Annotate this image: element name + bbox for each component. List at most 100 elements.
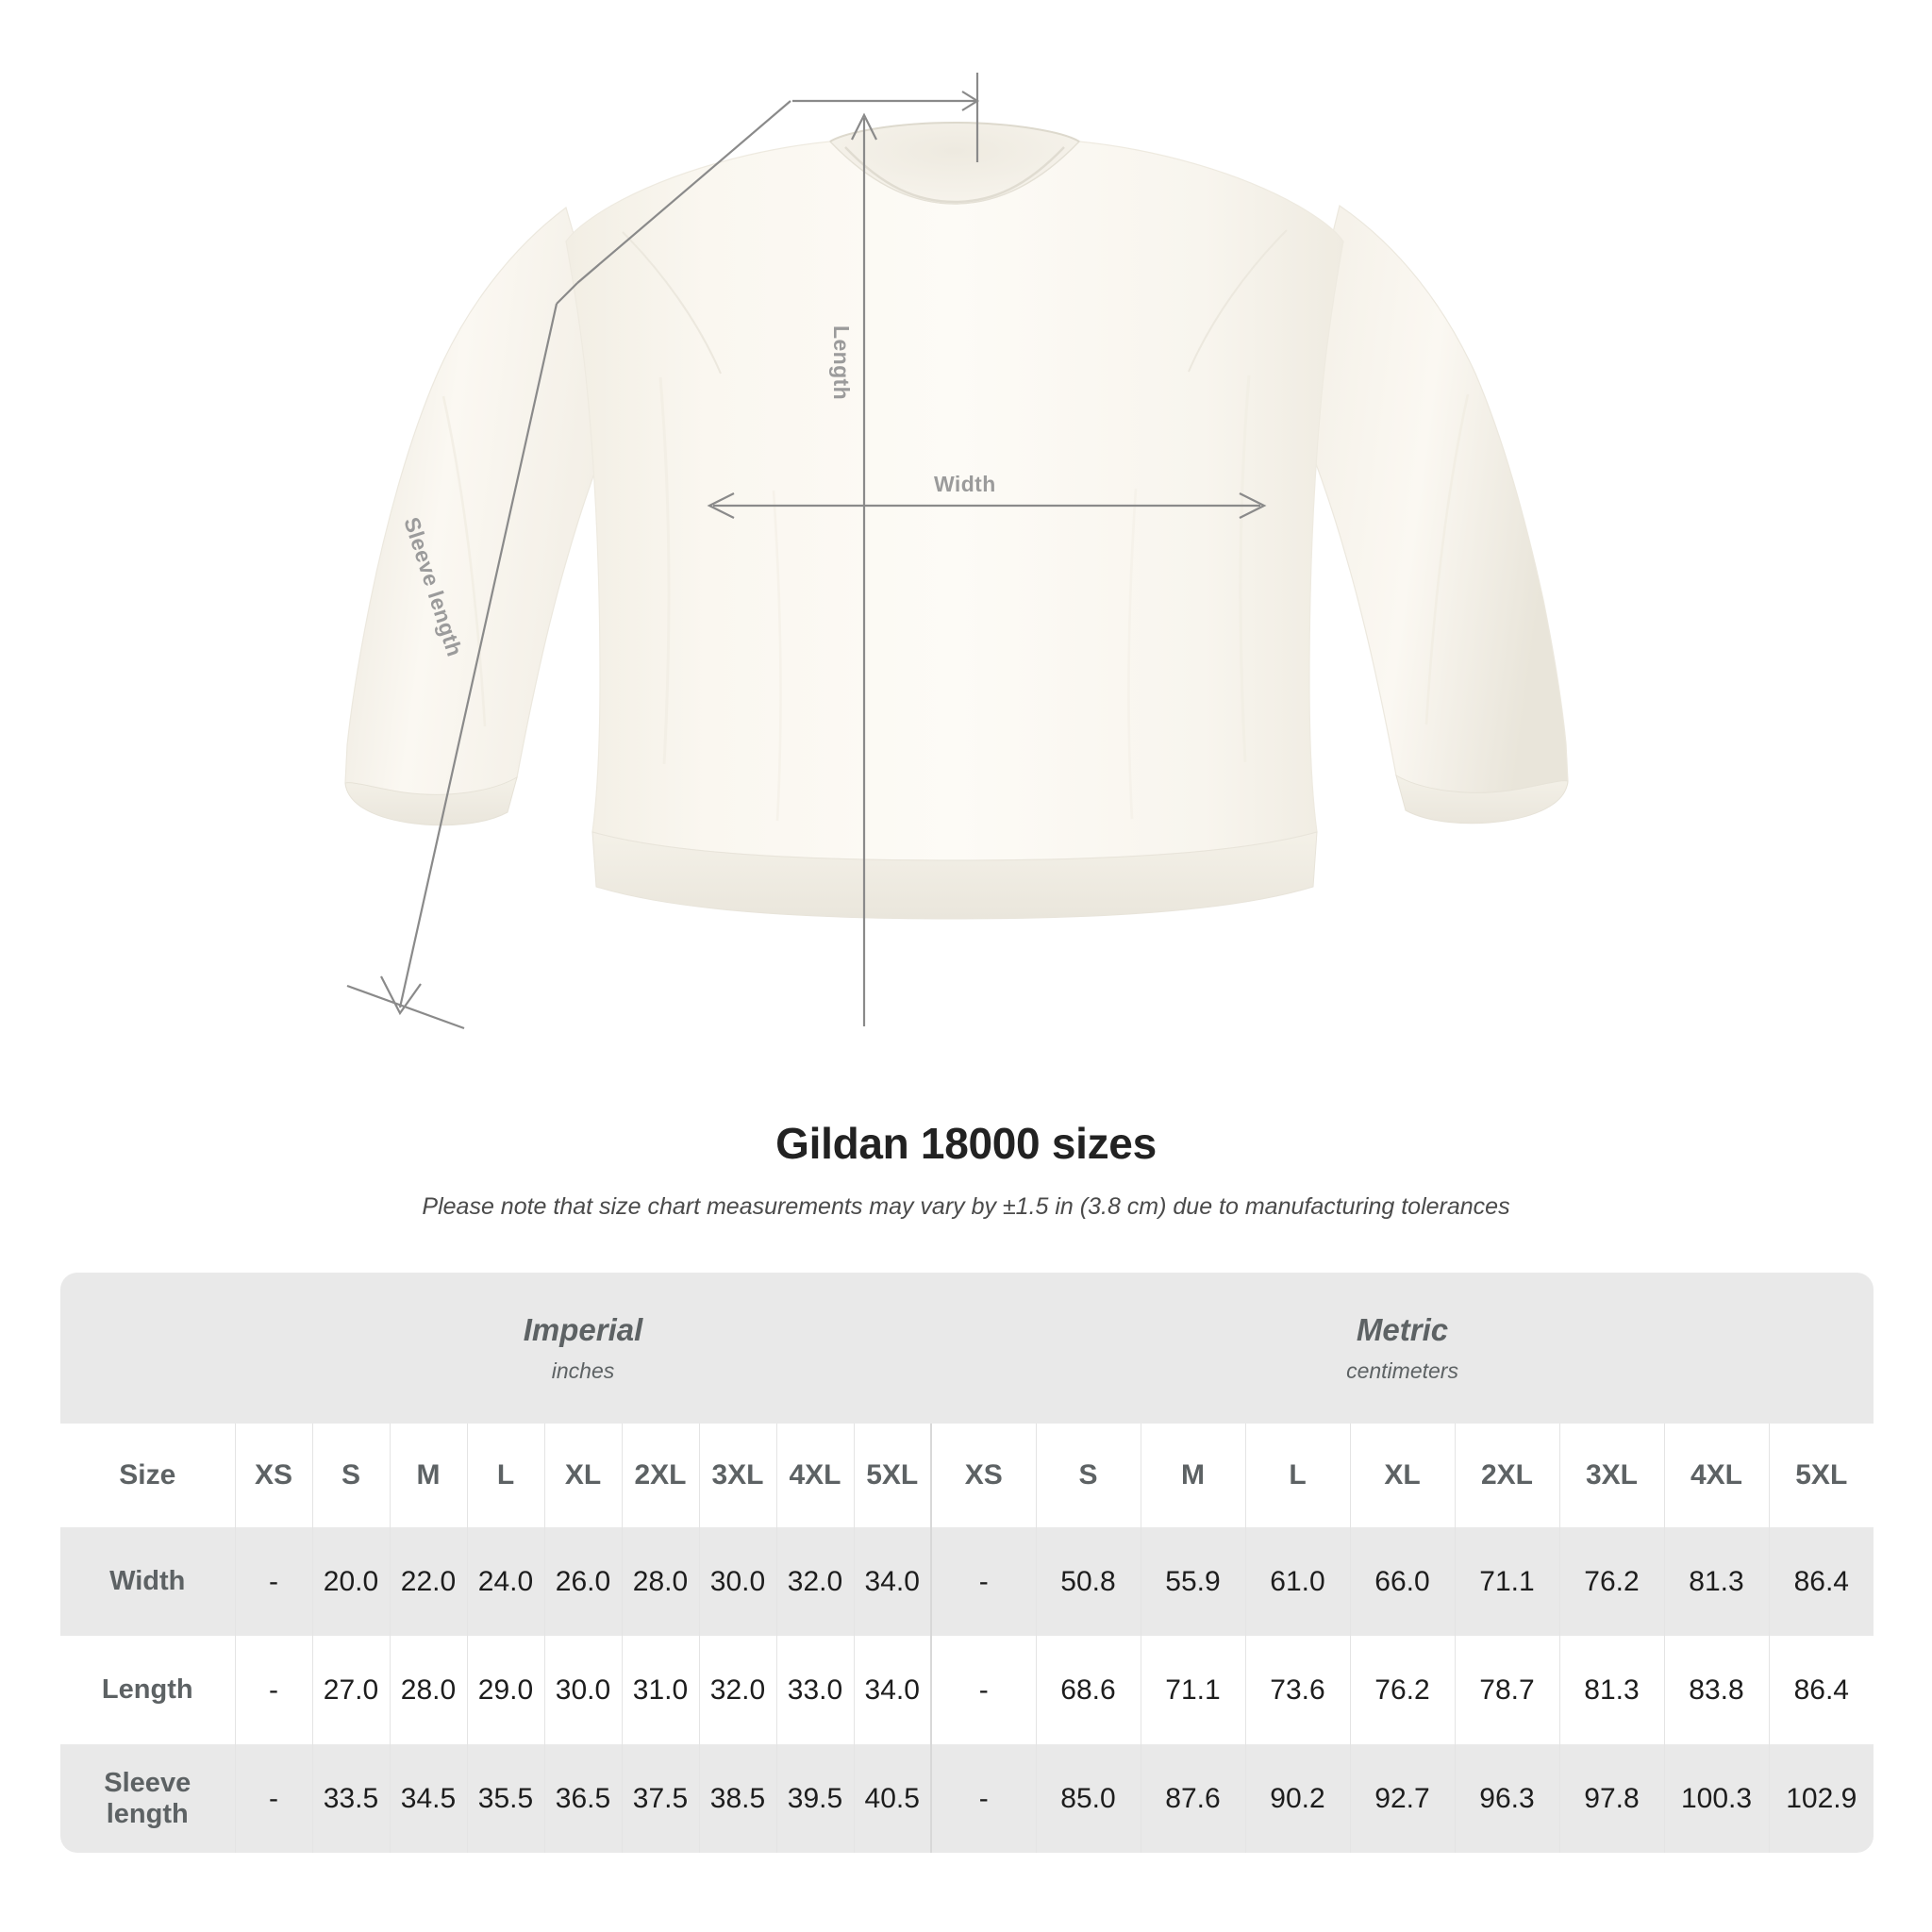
cell-sleeve-imperial-s: 33.5 [311,1744,390,1853]
cell-length-metric-5xl: 86.4 [1768,1636,1874,1744]
cell-sleeve-metric-xl: 92.7 [1349,1744,1455,1853]
cell-width-imperial-5xl: 34.0 [853,1527,931,1636]
cell-sleeve-metric-l: 90.2 [1244,1744,1350,1853]
cell-width-imperial-4xl: 32.0 [775,1527,854,1636]
cell-width-imperial-xl: 26.0 [543,1527,622,1636]
cell-sleeve-metric-5xl: 102.9 [1768,1744,1874,1853]
cell-length-metric-s: 68.6 [1035,1636,1141,1744]
cell-length-imperial-2xl: 31.0 [621,1636,699,1744]
sweatshirt-graphic [344,121,1569,920]
cell-sleeve-imperial-l: 35.5 [466,1744,544,1853]
unit-name-metric: Metric [1356,1311,1449,1347]
cell-width-imperial-m: 22.0 [389,1527,467,1636]
table-row-length: Length - 27.0 28.0 29.0 30.0 31.0 32.0 3… [60,1636,1874,1744]
garment-illustration [344,73,1569,1030]
cell-sleeve-metric-s: 85.0 [1035,1744,1141,1853]
cell-length-imperial-m: 28.0 [389,1636,467,1744]
measurement-annotations [346,73,1267,1030]
page-title: Gildan 18000 sizes [775,1119,1157,1168]
size-header-metric-xl: XL [1349,1424,1455,1527]
size-header-metric-4xl: 4XL [1663,1424,1769,1527]
cell-width-metric-2xl: 71.1 [1454,1527,1559,1636]
cell-length-imperial-l: 29.0 [466,1636,544,1744]
cell-width-imperial-l: 24.0 [466,1527,544,1636]
cell-width-imperial-3xl: 30.0 [698,1527,776,1636]
row-label-sleeve-length: Sleeve length [60,1744,235,1853]
cell-width-metric-l: 61.0 [1244,1527,1350,1636]
size-header-imperial-4xl: 4XL [775,1424,854,1527]
cell-width-imperial-2xl: 28.0 [621,1527,699,1636]
unit-sub-metric: centimeters [1346,1358,1458,1384]
table-row-width: Width - 20.0 22.0 24.0 26.0 28.0 30.0 32… [60,1527,1874,1636]
shoulder-leader-arrow [792,73,980,162]
cell-sleeve-metric-m: 87.6 [1140,1744,1245,1853]
cell-width-metric-xs: - [930,1527,1036,1636]
size-header-metric-xs: XS [930,1424,1036,1527]
cell-length-metric-l: 73.6 [1244,1636,1350,1744]
cell-sleeve-imperial-5xl: 40.5 [853,1744,931,1853]
cell-width-metric-s: 50.8 [1035,1527,1141,1636]
size-table: Imperial inches Metric centimeters Size … [60,1273,1874,1853]
size-header-metric-2xl: 2XL [1454,1424,1559,1527]
cell-sleeve-metric-2xl: 96.3 [1454,1744,1559,1853]
size-header-metric-s: S [1035,1424,1141,1527]
size-header-imperial-2xl: 2XL [621,1424,699,1527]
sleeve-length-dimension-line [346,100,791,1030]
width-dimension-line [707,492,1267,519]
size-header-imperial-xl: XL [543,1424,622,1527]
title-block: Gildan 18000 sizes Please note that size… [0,1118,1932,1221]
cell-width-imperial-s: 20.0 [311,1527,390,1636]
cell-sleeve-metric-4xl: 100.3 [1663,1744,1769,1853]
cell-width-metric-3xl: 76.2 [1558,1527,1664,1636]
cell-width-metric-5xl: 86.4 [1768,1527,1874,1636]
unit-header-row: Imperial inches Metric centimeters [60,1273,1874,1424]
row-label-length: Length [60,1636,235,1744]
unit-header-metric: Metric centimeters [931,1273,1874,1424]
cell-sleeve-metric-3xl: 97.8 [1558,1744,1664,1853]
length-dimension-label: Length [829,325,854,401]
cell-sleeve-imperial-m: 34.5 [389,1744,467,1853]
row-label-width: Width [60,1527,235,1636]
size-header-metric-3xl: 3XL [1558,1424,1664,1527]
size-table-container: Imperial inches Metric centimeters Size … [60,1273,1874,1853]
size-header-imperial-s: S [311,1424,390,1527]
size-header-imperial-3xl: 3XL [698,1424,776,1527]
cell-length-metric-m: 71.1 [1140,1636,1245,1744]
size-header-metric-5xl: 5XL [1768,1424,1874,1527]
cell-length-metric-4xl: 83.8 [1663,1636,1769,1744]
size-header-metric-m: M [1140,1424,1245,1527]
unit-header-imperial: Imperial inches [235,1273,931,1424]
cell-length-imperial-5xl: 34.0 [853,1636,931,1744]
cell-length-imperial-4xl: 33.0 [775,1636,854,1744]
cell-length-metric-xs: - [930,1636,1036,1744]
cell-length-imperial-xl: 30.0 [543,1636,622,1744]
cell-sleeve-imperial-xs: - [234,1744,312,1853]
size-header-metric-l: L [1244,1424,1350,1527]
cell-width-metric-xl: 66.0 [1349,1527,1455,1636]
cell-length-metric-xl: 76.2 [1349,1636,1455,1744]
cell-sleeve-imperial-3xl: 38.5 [698,1744,776,1853]
cell-length-imperial-xs: - [234,1636,312,1744]
size-header-imperial-l: L [466,1424,544,1527]
size-header-row: Size XS S M L XL 2XL 3XL 4XL 5XL XS S M … [60,1424,1874,1527]
size-header-label: Size [60,1424,235,1527]
cell-width-metric-4xl: 81.3 [1663,1527,1769,1636]
size-header-imperial-5xl: 5XL [853,1424,931,1527]
cell-sleeve-imperial-2xl: 37.5 [621,1744,699,1853]
garment-diagram: Length Width Sleeve length [344,73,1569,1030]
cell-length-imperial-s: 27.0 [311,1636,390,1744]
length-dimension-line [851,112,877,1026]
table-row-sleeve-length: Sleeve length - 33.5 34.5 35.5 36.5 37.5… [60,1744,1874,1853]
cell-sleeve-imperial-4xl: 39.5 [775,1744,854,1853]
cell-width-imperial-xs: - [234,1527,312,1636]
unit-name-imperial: Imperial [523,1311,643,1347]
cell-sleeve-metric-xs: - [930,1744,1036,1853]
size-header-imperial-xs: XS [234,1424,312,1527]
tolerance-note: Please note that size chart measurements… [422,1193,1510,1220]
cell-width-metric-m: 55.9 [1140,1527,1245,1636]
cell-length-metric-2xl: 78.7 [1454,1636,1559,1744]
cell-length-imperial-3xl: 32.0 [698,1636,776,1744]
size-header-imperial-m: M [389,1424,467,1527]
cell-length-metric-3xl: 81.3 [1558,1636,1664,1744]
cell-sleeve-imperial-xl: 36.5 [543,1744,622,1853]
